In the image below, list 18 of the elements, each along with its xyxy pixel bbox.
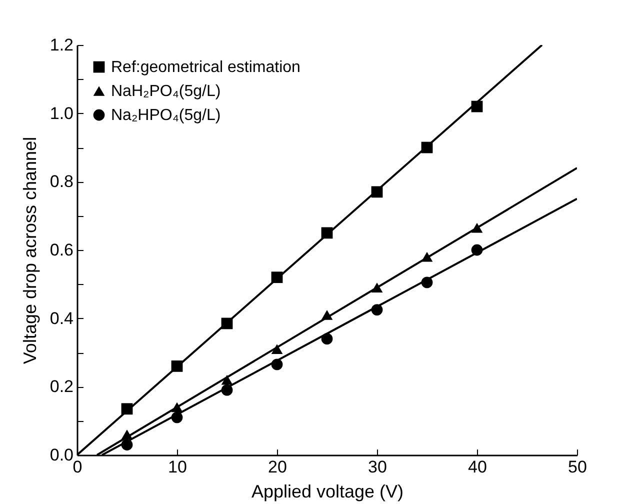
- x-tick-label: 10: [168, 458, 187, 476]
- legend-label: Na₂HPO₄(5g/L): [111, 107, 221, 124]
- y-tick-label: 0.6: [50, 240, 74, 260]
- y-tick-label: 1.2: [50, 36, 74, 54]
- x-tick-label: 40: [468, 458, 487, 476]
- y-axis-title: Voltage drop across channel: [20, 136, 40, 364]
- x-tick-label: 0: [72, 458, 82, 476]
- y-tick-label: 0.0: [50, 446, 74, 464]
- y-tick-label: 0.8: [50, 172, 74, 192]
- x-tick-label: 20: [268, 458, 287, 476]
- legend-label: Ref:geometrical estimation: [111, 59, 300, 76]
- x-axis-title: Applied voltage (V): [251, 482, 404, 502]
- y-tick-label: 0.4: [50, 308, 74, 328]
- y-tick-label: 0.2: [50, 377, 74, 396]
- x-tick-label: 30: [368, 458, 387, 476]
- legend-label: NaH₂PO₄(5g/L): [111, 83, 221, 100]
- y-tick-label: 1.0: [50, 104, 74, 123]
- x-tick-label: 50: [568, 458, 587, 476]
